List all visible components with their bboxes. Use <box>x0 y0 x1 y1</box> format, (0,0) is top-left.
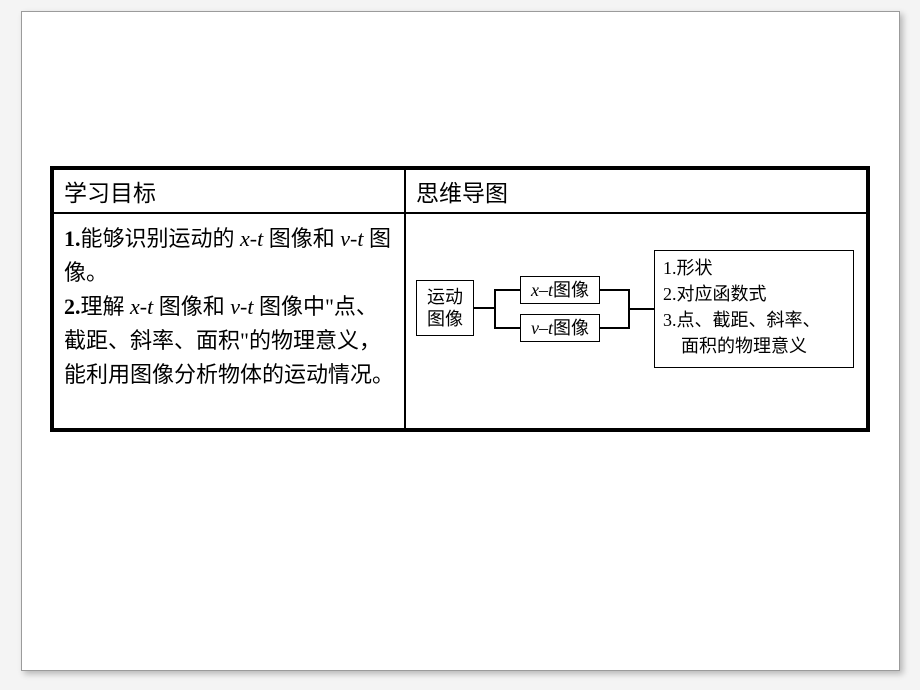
connector <box>600 327 628 329</box>
obj1-text-pre: 能够识别运动的 <box>81 226 241 251</box>
obj2-text-pre: 理解 <box>81 294 131 319</box>
mindmap-diagram: 运动 图像 x–t图像 v–t图像 1.形状 2.对应函数式 3.点、截距、斜率… <box>416 244 856 394</box>
mindmap-root-node: 运动 图像 <box>416 280 474 336</box>
root-line2: 图像 <box>427 308 463 331</box>
detail-line4: 面积的物理意义 <box>663 333 847 359</box>
slide-card: 学习目标 思维导图 1.能够识别运动的 x-t 图像和 v-t 图像。 2.理解… <box>21 11 900 671</box>
connector <box>494 327 520 329</box>
var-xt-1: x-t <box>240 226 263 251</box>
detail-line2: 2.对应函数式 <box>663 281 847 307</box>
obj1-text-mid: 图像和 <box>263 226 340 251</box>
content-table: 学习目标 思维导图 1.能够识别运动的 x-t 图像和 v-t 图像。 2.理解… <box>50 166 870 432</box>
obj2-number: 2 <box>64 294 75 319</box>
header-objectives: 学习目标 <box>52 168 405 213</box>
var-vt-1: v-t <box>340 226 363 251</box>
node-vt-var: v–t <box>531 318 553 338</box>
mindmap-detail-box: 1.形状 2.对应函数式 3.点、截距、斜率、 面积的物理意义 <box>654 250 854 368</box>
mindmap-node-xt: x–t图像 <box>520 276 600 304</box>
connector <box>628 308 654 310</box>
obj1-number: 1 <box>64 226 75 251</box>
connector <box>494 289 520 291</box>
header-mindmap: 思维导图 <box>405 168 868 213</box>
var-vt-2: v-t <box>230 294 253 319</box>
detail-line3: 3.点、截距、斜率、 <box>663 307 847 333</box>
node-xt-var: x–t <box>531 280 553 300</box>
node-xt-suffix: 图像 <box>553 280 589 300</box>
cell-mindmap: 运动 图像 x–t图像 v–t图像 1.形状 2.对应函数式 3.点、截距、斜率… <box>405 213 868 430</box>
connector <box>494 289 496 327</box>
obj2-text-mid1: 图像和 <box>153 294 230 319</box>
detail-line1: 1.形状 <box>663 255 847 281</box>
connector <box>474 307 494 309</box>
cell-objectives: 1.能够识别运动的 x-t 图像和 v-t 图像。 2.理解 x-t 图像和 v… <box>52 213 405 430</box>
node-vt-suffix: 图像 <box>553 318 589 338</box>
var-xt-2: x-t <box>130 294 153 319</box>
mindmap-node-vt: v–t图像 <box>520 314 600 342</box>
root-line1: 运动 <box>427 286 463 309</box>
connector <box>600 289 628 291</box>
